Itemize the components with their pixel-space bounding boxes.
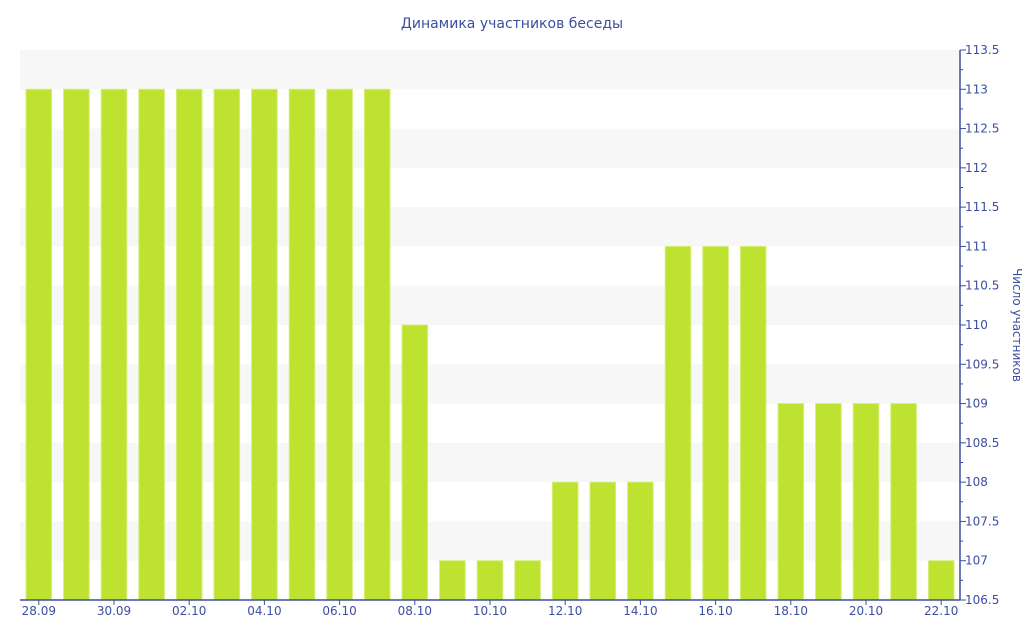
- chart-title: Динамика участников беседы: [401, 16, 623, 32]
- x-tick-label: 14.10: [623, 604, 657, 618]
- bar-16.10: [702, 245, 729, 601]
- x-tick-label: 28.09: [22, 604, 56, 618]
- y-tick-label: 109.5: [965, 357, 999, 371]
- y-tick-label: 107: [965, 554, 988, 568]
- x-tick-label: 18.10: [774, 604, 808, 618]
- y-tick-label: 106.5: [965, 593, 999, 607]
- grid-band: [20, 50, 960, 90]
- bar-22.10: [927, 560, 955, 601]
- bar-19.10: [815, 403, 842, 601]
- bar-10.10: [476, 560, 504, 601]
- x-tick-label: 30.09: [97, 604, 131, 618]
- bar-02.10: [175, 88, 203, 601]
- bar-07.10: [363, 88, 391, 601]
- y-tick-label: 108: [965, 475, 988, 489]
- bar-04.10: [251, 88, 278, 601]
- y-tick-label: 110: [965, 318, 988, 332]
- x-tick-label: 22.10: [924, 604, 958, 618]
- bar-01.10: [138, 88, 165, 601]
- y-tick-label: 109: [965, 397, 988, 411]
- y-tick-label: 108.5: [965, 436, 999, 450]
- bar-08.10: [401, 324, 429, 601]
- bar-30.09: [100, 88, 128, 601]
- y-tick-label: 111: [965, 239, 988, 253]
- bar-11.10: [514, 560, 541, 601]
- bar-17.10: [739, 245, 767, 601]
- bar-14.10: [627, 481, 654, 601]
- bar-13.10: [589, 481, 617, 601]
- bar-29.09: [63, 88, 90, 601]
- y-tick-label: 110.5: [965, 279, 999, 293]
- y-tick-label: 107.5: [965, 514, 999, 528]
- bar-06.10: [326, 88, 353, 601]
- bar-18.10: [777, 403, 805, 601]
- x-tick-label: 02.10: [172, 604, 206, 618]
- y-tick-label: 113: [965, 82, 988, 96]
- x-tick-label: 10.10: [473, 604, 507, 618]
- y-tick-label: 113.5: [965, 43, 999, 57]
- y-tick-label: 112: [965, 161, 988, 175]
- bar-28.09: [25, 88, 53, 601]
- bar-05.10: [288, 88, 316, 601]
- bar-15.10: [664, 245, 692, 601]
- y-tick-label: 112.5: [965, 122, 999, 136]
- bar-09.10: [439, 560, 466, 601]
- bar-03.10: [213, 88, 241, 601]
- x-tick-label: 16.10: [698, 604, 732, 618]
- x-tick-label: 12.10: [548, 604, 582, 618]
- x-tick-label: 20.10: [849, 604, 883, 618]
- x-tick-label: 08.10: [398, 604, 432, 618]
- x-tick-label: 06.10: [322, 604, 356, 618]
- bar-20.10: [852, 403, 880, 601]
- y-axis-label: Число участников: [1010, 268, 1024, 382]
- x-tick-label: 04.10: [247, 604, 281, 618]
- bar-21.10: [890, 403, 917, 601]
- y-tick-label: 111.5: [965, 200, 999, 214]
- bar-12.10: [551, 481, 579, 601]
